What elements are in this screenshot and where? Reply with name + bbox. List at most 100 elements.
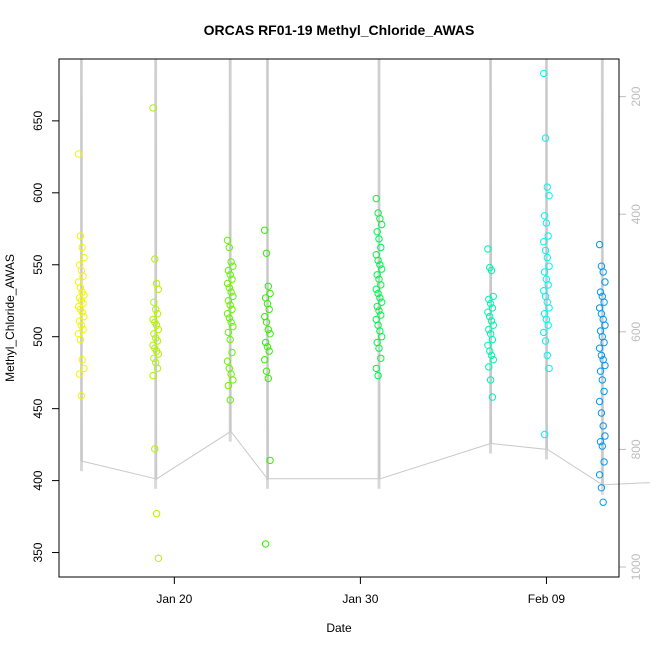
data-point [265, 305, 273, 314]
data-point [377, 354, 385, 362]
data-point [377, 243, 385, 252]
data-point [378, 220, 386, 229]
data-point [150, 354, 158, 362]
data-point [153, 310, 162, 318]
data-point [266, 330, 274, 338]
data-point [261, 356, 269, 364]
data-points [74, 69, 609, 562]
chart-title: ORCAS RF01-19 Methyl_Chloride_AWAS [204, 22, 475, 38]
data-point [78, 243, 86, 252]
pressure-trace-line [80, 58, 650, 486]
data-point [150, 298, 158, 306]
data-point [598, 376, 606, 384]
data-point [75, 370, 84, 378]
data-point [600, 458, 608, 466]
data-point [542, 219, 551, 227]
right-tick-label: 400 [629, 204, 643, 224]
pressure-trace [79, 58, 650, 495]
data-point [540, 328, 548, 337]
right-tick-label: 200 [629, 86, 643, 106]
data-point [150, 330, 158, 338]
data-point [601, 278, 609, 286]
data-point [596, 288, 605, 296]
data-point [149, 104, 157, 112]
data-point [595, 471, 604, 479]
data-point [152, 321, 161, 329]
y-tick-label: 550 [31, 254, 45, 274]
data-point [485, 295, 493, 303]
data-point [601, 361, 609, 370]
data-point [152, 305, 160, 314]
data-point [227, 288, 235, 296]
data-point [543, 253, 551, 262]
data-point [77, 392, 86, 400]
data-point [226, 396, 234, 404]
data-point [378, 298, 386, 306]
data-point [227, 258, 235, 266]
data-point [78, 356, 86, 364]
data-point [264, 325, 272, 334]
data-point [540, 430, 549, 439]
data-point [226, 271, 234, 279]
y-tick-label: 500 [31, 326, 45, 346]
right-tick-label: 1000 [629, 553, 643, 580]
data-point [79, 272, 87, 280]
data-point [596, 367, 605, 375]
data-point [154, 325, 163, 334]
data-point [266, 456, 274, 465]
data-point [544, 281, 552, 289]
data-point [224, 297, 233, 305]
data-point [227, 318, 235, 326]
data-point [543, 183, 551, 191]
data-point [373, 302, 381, 311]
data-point [486, 376, 495, 384]
data-point [79, 325, 87, 334]
data-point [543, 351, 551, 360]
data-point [262, 249, 271, 258]
data-point [597, 351, 606, 360]
data-point [545, 262, 553, 270]
data-point [488, 393, 497, 401]
data-point [264, 282, 272, 290]
data-point [545, 304, 553, 312]
plot-frame [58, 58, 620, 578]
y-tick-label: 450 [31, 398, 45, 418]
data-point [597, 409, 606, 417]
data-point [224, 328, 233, 337]
data-point [486, 347, 494, 355]
data-point [601, 432, 609, 440]
data-point [151, 445, 159, 453]
data-point [374, 256, 382, 265]
data-point [228, 348, 236, 357]
data-point [228, 275, 236, 283]
y-tick-label: 650 [31, 111, 45, 131]
data-point [375, 307, 383, 315]
data-point [262, 318, 271, 326]
data-point [225, 284, 234, 292]
data-point [266, 289, 274, 298]
data-point [484, 308, 492, 316]
data-point [541, 337, 550, 345]
data-point [600, 338, 608, 347]
data-point [229, 376, 237, 384]
data-point [262, 367, 271, 375]
data-point [595, 397, 604, 406]
data-point [373, 228, 381, 236]
data-point [375, 344, 383, 352]
data-point [152, 510, 161, 518]
data-point [77, 321, 86, 329]
data-point [376, 294, 384, 302]
data-point [372, 194, 380, 203]
data-point [487, 351, 496, 360]
data-point [78, 308, 86, 316]
data-point [151, 255, 159, 263]
data-point [265, 347, 273, 355]
data-point [541, 246, 550, 255]
data-point [229, 322, 237, 331]
data-point [484, 245, 492, 253]
data-point [375, 235, 383, 243]
data-point [372, 285, 380, 293]
data-point [541, 134, 550, 142]
data-point [149, 371, 157, 380]
